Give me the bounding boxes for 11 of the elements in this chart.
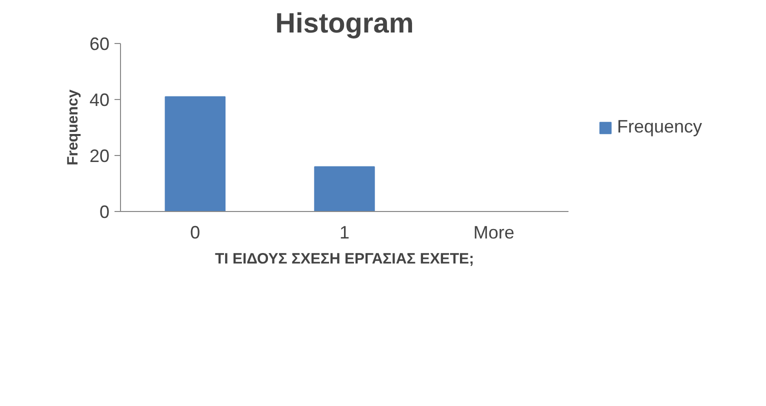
y-tick-label: 0 <box>99 202 110 222</box>
y-tick-label: 20 <box>89 146 110 166</box>
legend-label: Frequency <box>617 116 702 138</box>
x-tick-label: 1 <box>339 222 350 242</box>
y-tick-label: 40 <box>89 90 110 110</box>
x-tick-label: 0 <box>190 222 200 242</box>
x-tick-label: More <box>473 222 514 242</box>
y-axis-title: Frequency <box>64 88 82 166</box>
y-tick-label: 60 <box>89 34 110 54</box>
x-axis-title: ΤΙ ΕΙΔΟΥΣ ΣΧΕΣΗ ΕΡΓΑΣΙΑΣ ΕΧΕΤΕ; <box>214 250 474 268</box>
chart-title: Histogram <box>275 8 414 38</box>
